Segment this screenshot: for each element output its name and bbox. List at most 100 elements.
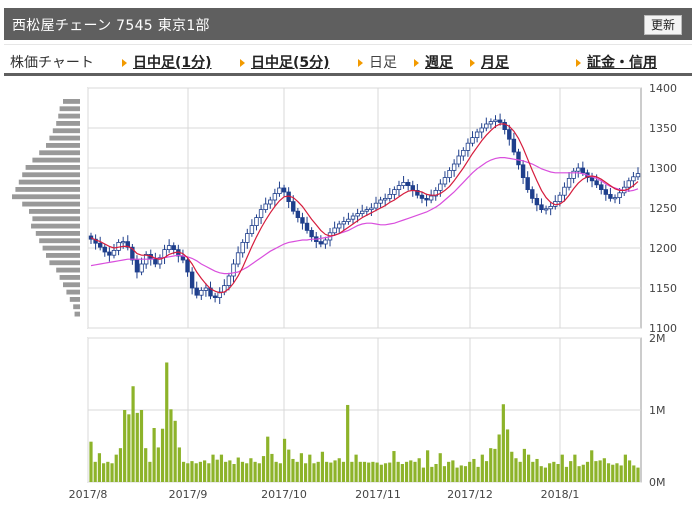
volume-profile-bar: [59, 275, 80, 280]
candle-body: [272, 193, 278, 201]
volume-bar: [539, 466, 543, 482]
price-y-tick-label: 1400: [649, 82, 677, 95]
candle-body: [231, 263, 236, 277]
candle-body: [337, 223, 342, 229]
volume-bar: [177, 447, 181, 482]
volume-bar: [337, 458, 341, 482]
x-tick-label: 2018/1: [541, 488, 580, 501]
candle-body: [185, 259, 190, 273]
volume-bar: [89, 441, 93, 482]
candle-body: [171, 245, 176, 251]
candle-body: [461, 149, 466, 157]
candle-body: [566, 177, 572, 188]
candle-body: [130, 246, 135, 261]
price-y-tick-label: 1150: [649, 282, 677, 295]
volume-bar: [388, 462, 392, 482]
volume-bar: [181, 461, 186, 482]
volume-y-tick-label: 0M: [649, 476, 666, 489]
volume-bar: [362, 461, 367, 482]
volume-bar: [160, 428, 165, 482]
volume-bar: [451, 460, 455, 482]
volume-bar: [287, 449, 291, 482]
candle-body: [277, 187, 282, 194]
candle-body: [456, 155, 461, 165]
candle-body: [387, 193, 392, 199]
candle-body: [438, 183, 443, 191]
volume-bar: [228, 460, 232, 482]
volume-bar: [564, 466, 569, 482]
candle-body: [520, 164, 526, 179]
nav-item-5min[interactable]: 日中足(5分): [240, 52, 330, 72]
volume-bar: [215, 459, 219, 482]
nav-item-daily: 日足: [358, 52, 397, 72]
volume-bar: [329, 462, 333, 482]
nav-item-margin[interactable]: 証金・信用: [576, 52, 657, 72]
volume-bar: [148, 461, 152, 482]
title-bar: 西松屋チェーン 7545 東京1部 更新: [4, 8, 692, 40]
page-title: 西松屋チェーン 7545 東京1部: [12, 18, 210, 34]
candle-body: [194, 287, 199, 296]
candle-body: [626, 180, 632, 188]
volume-profile-bar: [12, 194, 80, 200]
volume-bar: [278, 463, 282, 482]
volume-bar: [224, 461, 228, 482]
volume-bar: [619, 465, 623, 482]
volume-bar: [602, 458, 606, 482]
x-tick-label: 2017/12: [447, 488, 493, 501]
candle-body: [199, 289, 204, 296]
volume-bar: [505, 429, 510, 482]
nav-item-weekly[interactable]: 週足: [414, 52, 453, 72]
volume-profile-bar: [42, 245, 80, 251]
candle-body: [474, 131, 480, 138]
volume-bar: [463, 466, 468, 482]
candle-body: [102, 246, 107, 253]
volume-bar: [480, 454, 484, 482]
candle-body: [304, 222, 310, 231]
volume-bar: [577, 466, 581, 482]
candle-body: [300, 217, 305, 224]
volume-bar: [333, 460, 337, 482]
candle-body: [254, 217, 259, 227]
volume-bar: [135, 412, 139, 482]
volume-bar: [367, 462, 371, 482]
nav-item-monthly[interactable]: 月足: [470, 52, 509, 72]
volume-bar: [627, 460, 632, 482]
volume-bar: [211, 454, 215, 482]
volume-bar: [169, 409, 173, 482]
volume-bar: [413, 461, 417, 482]
volume-profile-bar: [39, 238, 80, 244]
volume-bar: [186, 463, 190, 482]
volume-profile-bar: [74, 311, 80, 317]
price-y-tick-label: 1200: [649, 242, 677, 255]
candle-body: [396, 185, 402, 191]
volume-profile-bar: [46, 143, 80, 148]
nav-item-1min[interactable]: 日中足(1分): [122, 52, 212, 72]
volume-bar: [236, 457, 240, 482]
volume-bar: [118, 448, 123, 482]
volume-bar: [560, 454, 564, 482]
volume-bar: [139, 410, 144, 482]
volume-bar: [261, 456, 266, 482]
candle-body: [346, 218, 351, 222]
volume-bar: [320, 451, 325, 482]
volume-profile-bar: [59, 106, 80, 112]
volume-profile-bar: [73, 304, 80, 310]
nav-label: 株価チャート: [10, 55, 94, 71]
volume-bar: [442, 466, 447, 482]
volume-bar: [632, 465, 636, 482]
x-tick-label: 2017/10: [261, 488, 307, 501]
ma-short-line: [90, 123, 639, 294]
price-y-tick-label: 1350: [649, 122, 677, 135]
volume-bar: [127, 414, 131, 482]
volume-bar: [249, 458, 253, 482]
volume-bar: [493, 448, 497, 482]
volume-profile-bar: [52, 128, 80, 134]
price-chart-panel: 1400 1350 1300 1250 1200 1150 1100: [12, 82, 677, 335]
candle-body: [635, 173, 641, 178]
volume-bar: [484, 461, 489, 482]
candle-body: [166, 245, 172, 251]
x-tick-label: 2017/8: [69, 488, 108, 501]
volume-bar: [497, 434, 501, 482]
refresh-button[interactable]: 更新: [643, 15, 682, 35]
volume-bar: [459, 465, 463, 482]
